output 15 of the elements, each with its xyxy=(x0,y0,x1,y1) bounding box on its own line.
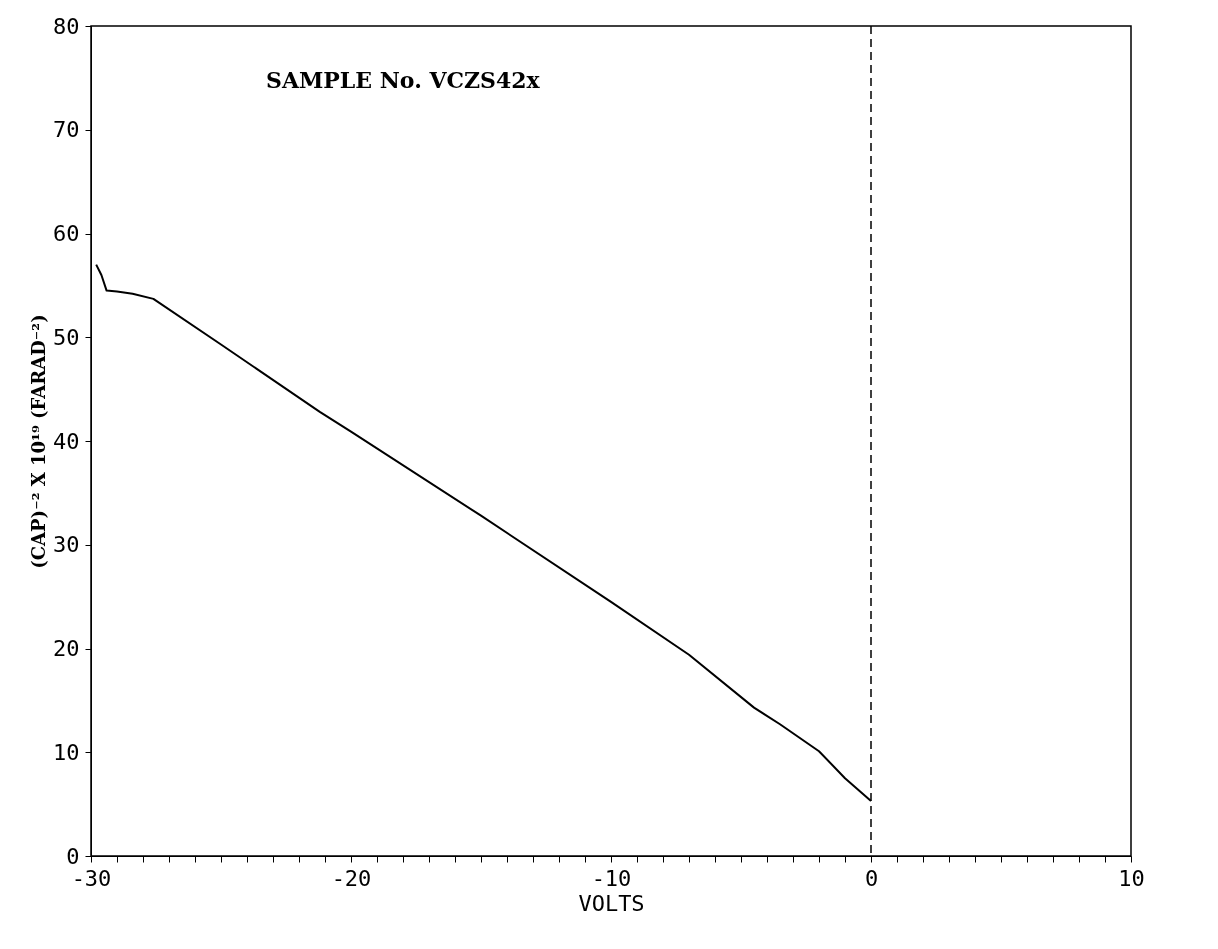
y-tick-label: 70 xyxy=(53,117,80,143)
annotation: SAMPLE No. VCZS42x xyxy=(266,67,541,93)
x-tick-label: 10 xyxy=(1118,865,1145,891)
y-tick-label: 10 xyxy=(53,739,80,765)
y-tick-label: 60 xyxy=(53,221,80,246)
x-tick-label: 0 xyxy=(864,865,879,891)
y-tick-label: 30 xyxy=(53,532,80,558)
x-axis-title: VOLTS xyxy=(578,890,645,916)
y-tick-label: 40 xyxy=(53,428,80,454)
y-axis-title: (CAP)⁻² X 10¹⁹ (FARAD⁻²) xyxy=(28,314,50,569)
y-tick-label: 80 xyxy=(53,13,80,39)
x-tick-label: -20 xyxy=(331,865,372,891)
y-tick-label: 50 xyxy=(53,324,80,350)
x-tick-label: -10 xyxy=(591,865,632,891)
y-tick-label: 20 xyxy=(53,636,80,661)
